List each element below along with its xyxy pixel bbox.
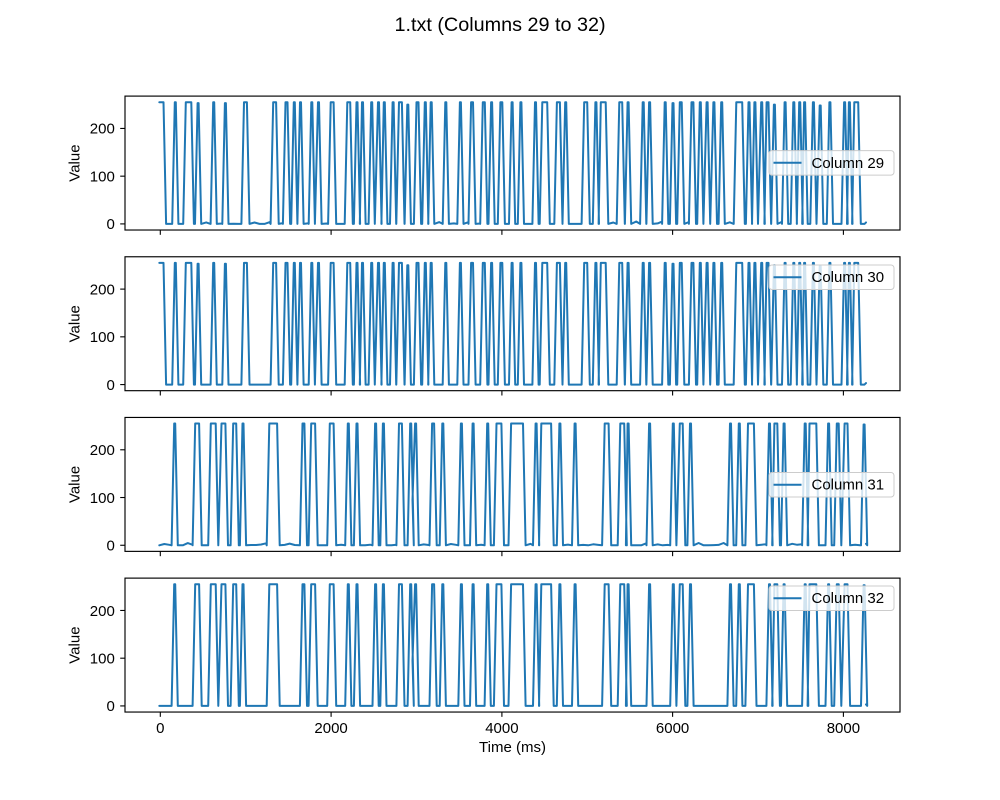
svg-text:Time (ms): Time (ms): [479, 739, 546, 756]
svg-text:100: 100: [90, 650, 115, 667]
svg-text:6000: 6000: [656, 720, 689, 737]
svg-text:1.txt (Columns 29 to 32): 1.txt (Columns 29 to 32): [394, 14, 605, 36]
svg-text:200: 200: [90, 281, 115, 298]
svg-text:Column 30: Column 30: [812, 269, 885, 286]
svg-text:0: 0: [106, 377, 114, 394]
svg-text:4000: 4000: [485, 720, 518, 737]
svg-text:100: 100: [90, 329, 115, 346]
svg-text:100: 100: [90, 490, 115, 507]
svg-text:2000: 2000: [314, 720, 347, 737]
svg-text:0: 0: [106, 538, 114, 555]
svg-text:Column 32: Column 32: [812, 590, 885, 607]
svg-text:200: 200: [90, 121, 115, 138]
svg-text:Column 31: Column 31: [812, 477, 885, 494]
svg-text:8000: 8000: [827, 720, 860, 737]
svg-text:0: 0: [106, 698, 114, 715]
svg-text:200: 200: [90, 442, 115, 459]
svg-text:100: 100: [90, 168, 115, 185]
svg-text:Value: Value: [67, 466, 84, 503]
svg-text:200: 200: [90, 603, 115, 620]
svg-text:Value: Value: [67, 305, 84, 342]
svg-text:Column 29: Column 29: [812, 155, 885, 172]
svg-text:0: 0: [106, 216, 114, 233]
svg-text:Value: Value: [67, 144, 84, 181]
svg-text:0: 0: [156, 720, 164, 737]
svg-text:Value: Value: [67, 626, 84, 663]
